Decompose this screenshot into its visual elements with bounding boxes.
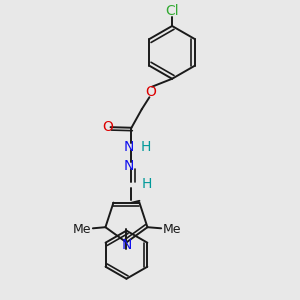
Text: O: O bbox=[102, 120, 113, 134]
Text: Cl: Cl bbox=[165, 4, 179, 18]
Text: N: N bbox=[123, 140, 134, 154]
Text: Me: Me bbox=[163, 223, 182, 236]
Text: H: H bbox=[141, 140, 152, 154]
Text: O: O bbox=[145, 85, 156, 99]
Text: H: H bbox=[142, 177, 152, 191]
Text: Me: Me bbox=[72, 223, 91, 236]
Text: N: N bbox=[123, 159, 134, 173]
Text: N: N bbox=[121, 238, 132, 252]
